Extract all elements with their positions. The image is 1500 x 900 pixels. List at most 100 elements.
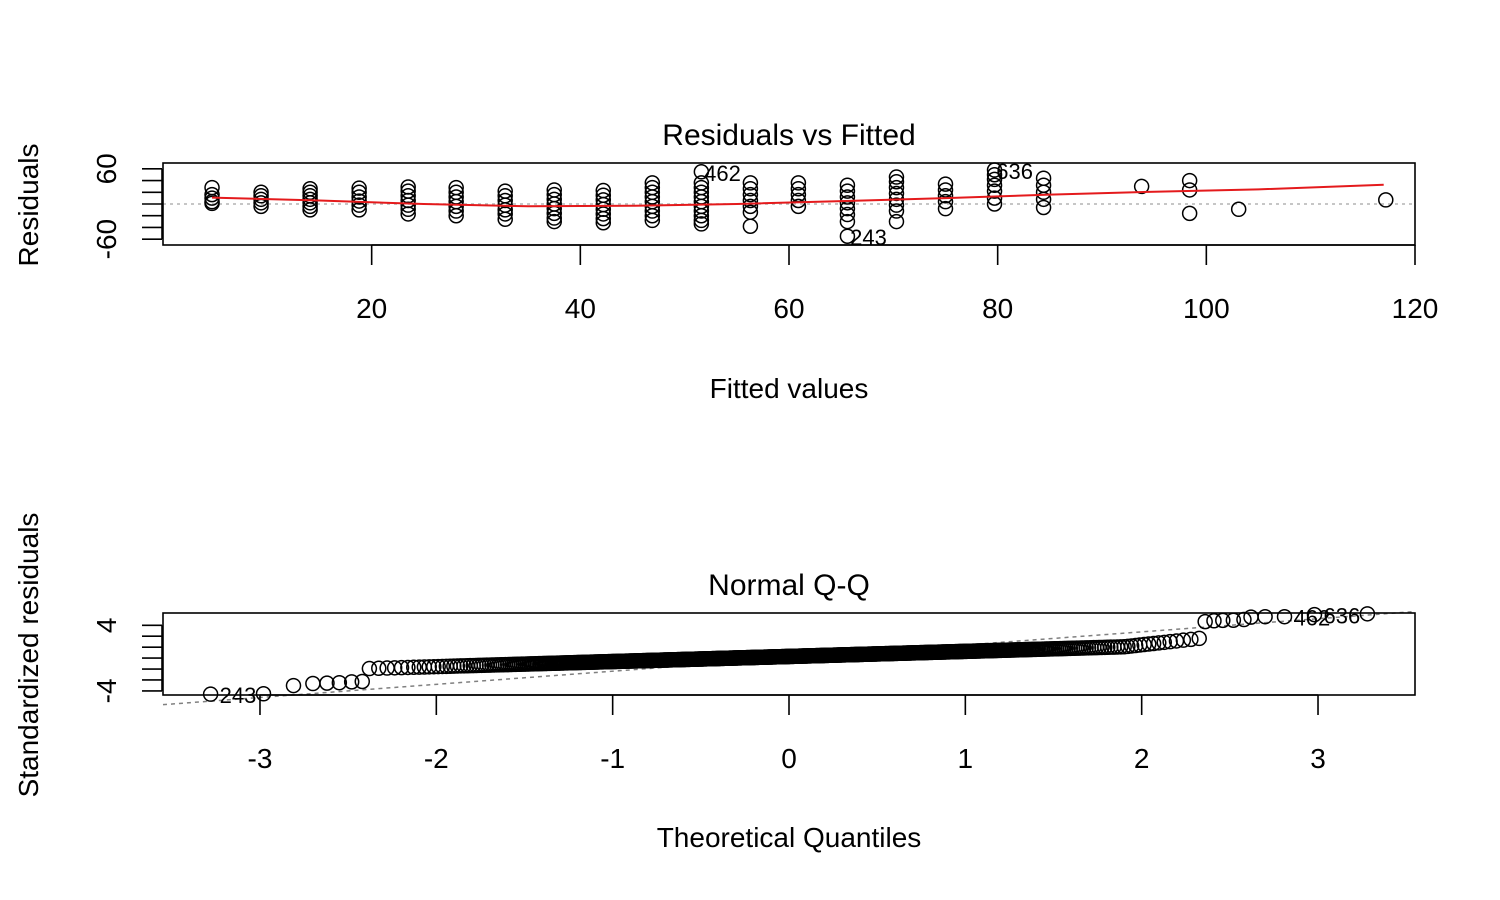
- qq-point: [386, 660, 403, 676]
- residual-point: [351, 184, 367, 201]
- residual-point: [253, 195, 269, 211]
- residual-point: [302, 195, 318, 211]
- residual-point: [400, 197, 416, 213]
- x-tick-label: 1: [958, 743, 974, 774]
- residual-point: [888, 169, 905, 185]
- residual-point: [839, 189, 856, 205]
- residual-point: [644, 207, 661, 224]
- panel-title: Normal Q-Q: [708, 569, 870, 602]
- x-tick-label: 20: [356, 293, 387, 324]
- residual-point: [742, 186, 759, 203]
- residual-point: [937, 182, 954, 198]
- residual-point: [888, 213, 905, 230]
- residual-point: [742, 192, 759, 209]
- residual-point: [742, 175, 759, 191]
- qq-point: [400, 659, 416, 676]
- point-label: 462: [1294, 606, 1331, 631]
- residual-point: [1035, 191, 1052, 208]
- residual-point: [986, 177, 1003, 194]
- point-label: 636: [1323, 604, 1360, 629]
- residual-point: [1230, 201, 1247, 218]
- x-tick-label: 40: [565, 293, 596, 324]
- x-tick-label: 60: [773, 293, 804, 324]
- residual-point: [546, 200, 562, 217]
- points-group: [202, 606, 1376, 702]
- qq-point: [343, 674, 360, 690]
- residual-point: [790, 192, 807, 209]
- residual-point: [693, 212, 710, 229]
- residual-point: [693, 164, 710, 180]
- residual-point: [693, 216, 710, 232]
- residual-point: [839, 183, 856, 199]
- residuals-vs-fitted-panel: Residuals vs Fitted Fitted values Residu…: [13, 119, 1438, 404]
- x-tick-label: 2: [1134, 743, 1150, 774]
- qq-point: [1306, 606, 1323, 623]
- residual-point: [497, 206, 513, 222]
- smoother-group: [211, 183, 1384, 208]
- qq-point: [1141, 636, 1157, 652]
- residual-point: [742, 218, 759, 235]
- qq-point: [405, 659, 422, 676]
- residual-point: [1378, 192, 1394, 208]
- residual-point: [986, 166, 1003, 183]
- residual-point: [742, 198, 759, 215]
- residual-point: [351, 189, 367, 205]
- qq-point: [361, 660, 378, 677]
- residual-point: [1035, 184, 1052, 201]
- qq-point: [371, 660, 387, 677]
- residual-point: [1181, 205, 1198, 222]
- y-axis-label: Standardized residuals: [13, 513, 44, 798]
- qq-point: [305, 675, 321, 692]
- qq-point: [1136, 636, 1152, 653]
- residual-point: [937, 200, 954, 217]
- x-tick-label: -3: [248, 743, 273, 774]
- qq-point: [319, 675, 335, 691]
- qq-point: [393, 659, 410, 676]
- x-tick-label: 120: [1392, 293, 1439, 324]
- qq-point: [1175, 632, 1192, 648]
- qq-point: [1359, 606, 1376, 622]
- residual-point: [1133, 178, 1150, 195]
- qq-point: [426, 658, 442, 675]
- residual-point: [595, 210, 612, 227]
- residual-point: [1035, 199, 1052, 216]
- residual-point: [937, 176, 954, 192]
- qq-point: [1197, 613, 1213, 630]
- x-tick-label: -2: [424, 743, 449, 774]
- residual-point: [888, 203, 905, 219]
- smoother-line: [211, 183, 1384, 208]
- residual-point: [595, 214, 612, 231]
- plot-frame: [162, 162, 1416, 246]
- y-tick-label: -4: [91, 678, 122, 703]
- x-tick-label: 3: [1310, 743, 1326, 774]
- residual-point: [351, 180, 367, 196]
- qq-point: [1183, 631, 1199, 648]
- residual-point: [839, 206, 856, 223]
- x-axis-label: Theoretical Quantiles: [657, 822, 922, 853]
- residual-point: [986, 171, 1003, 188]
- residual-point: [839, 195, 856, 211]
- y-tick-label: -60: [91, 219, 122, 259]
- residual-point: [644, 203, 661, 219]
- residual-point: [448, 198, 464, 215]
- residual-point: [790, 175, 807, 191]
- qq-point: [1191, 630, 1207, 647]
- residual-point: [400, 201, 416, 218]
- y-tick-label: 60: [91, 153, 122, 184]
- qq-point: [1257, 608, 1273, 625]
- x-tick-label: 80: [982, 293, 1013, 324]
- qq-point: [421, 659, 437, 675]
- residual-point: [986, 183, 1003, 199]
- residual-point: [400, 206, 416, 222]
- panel-title: Residuals vs Fitted: [662, 119, 915, 152]
- x-axis-label: Fitted values: [710, 373, 869, 404]
- qq-point: [202, 686, 219, 702]
- x-tick-label: 100: [1183, 293, 1230, 324]
- residual-point: [937, 188, 954, 204]
- residual-point: [1181, 172, 1198, 189]
- y-axis-label: Residuals: [13, 144, 44, 267]
- qq-point: [1156, 634, 1173, 651]
- residual-point: [888, 173, 905, 190]
- residual-point: [204, 186, 220, 203]
- points-group: [204, 162, 1394, 244]
